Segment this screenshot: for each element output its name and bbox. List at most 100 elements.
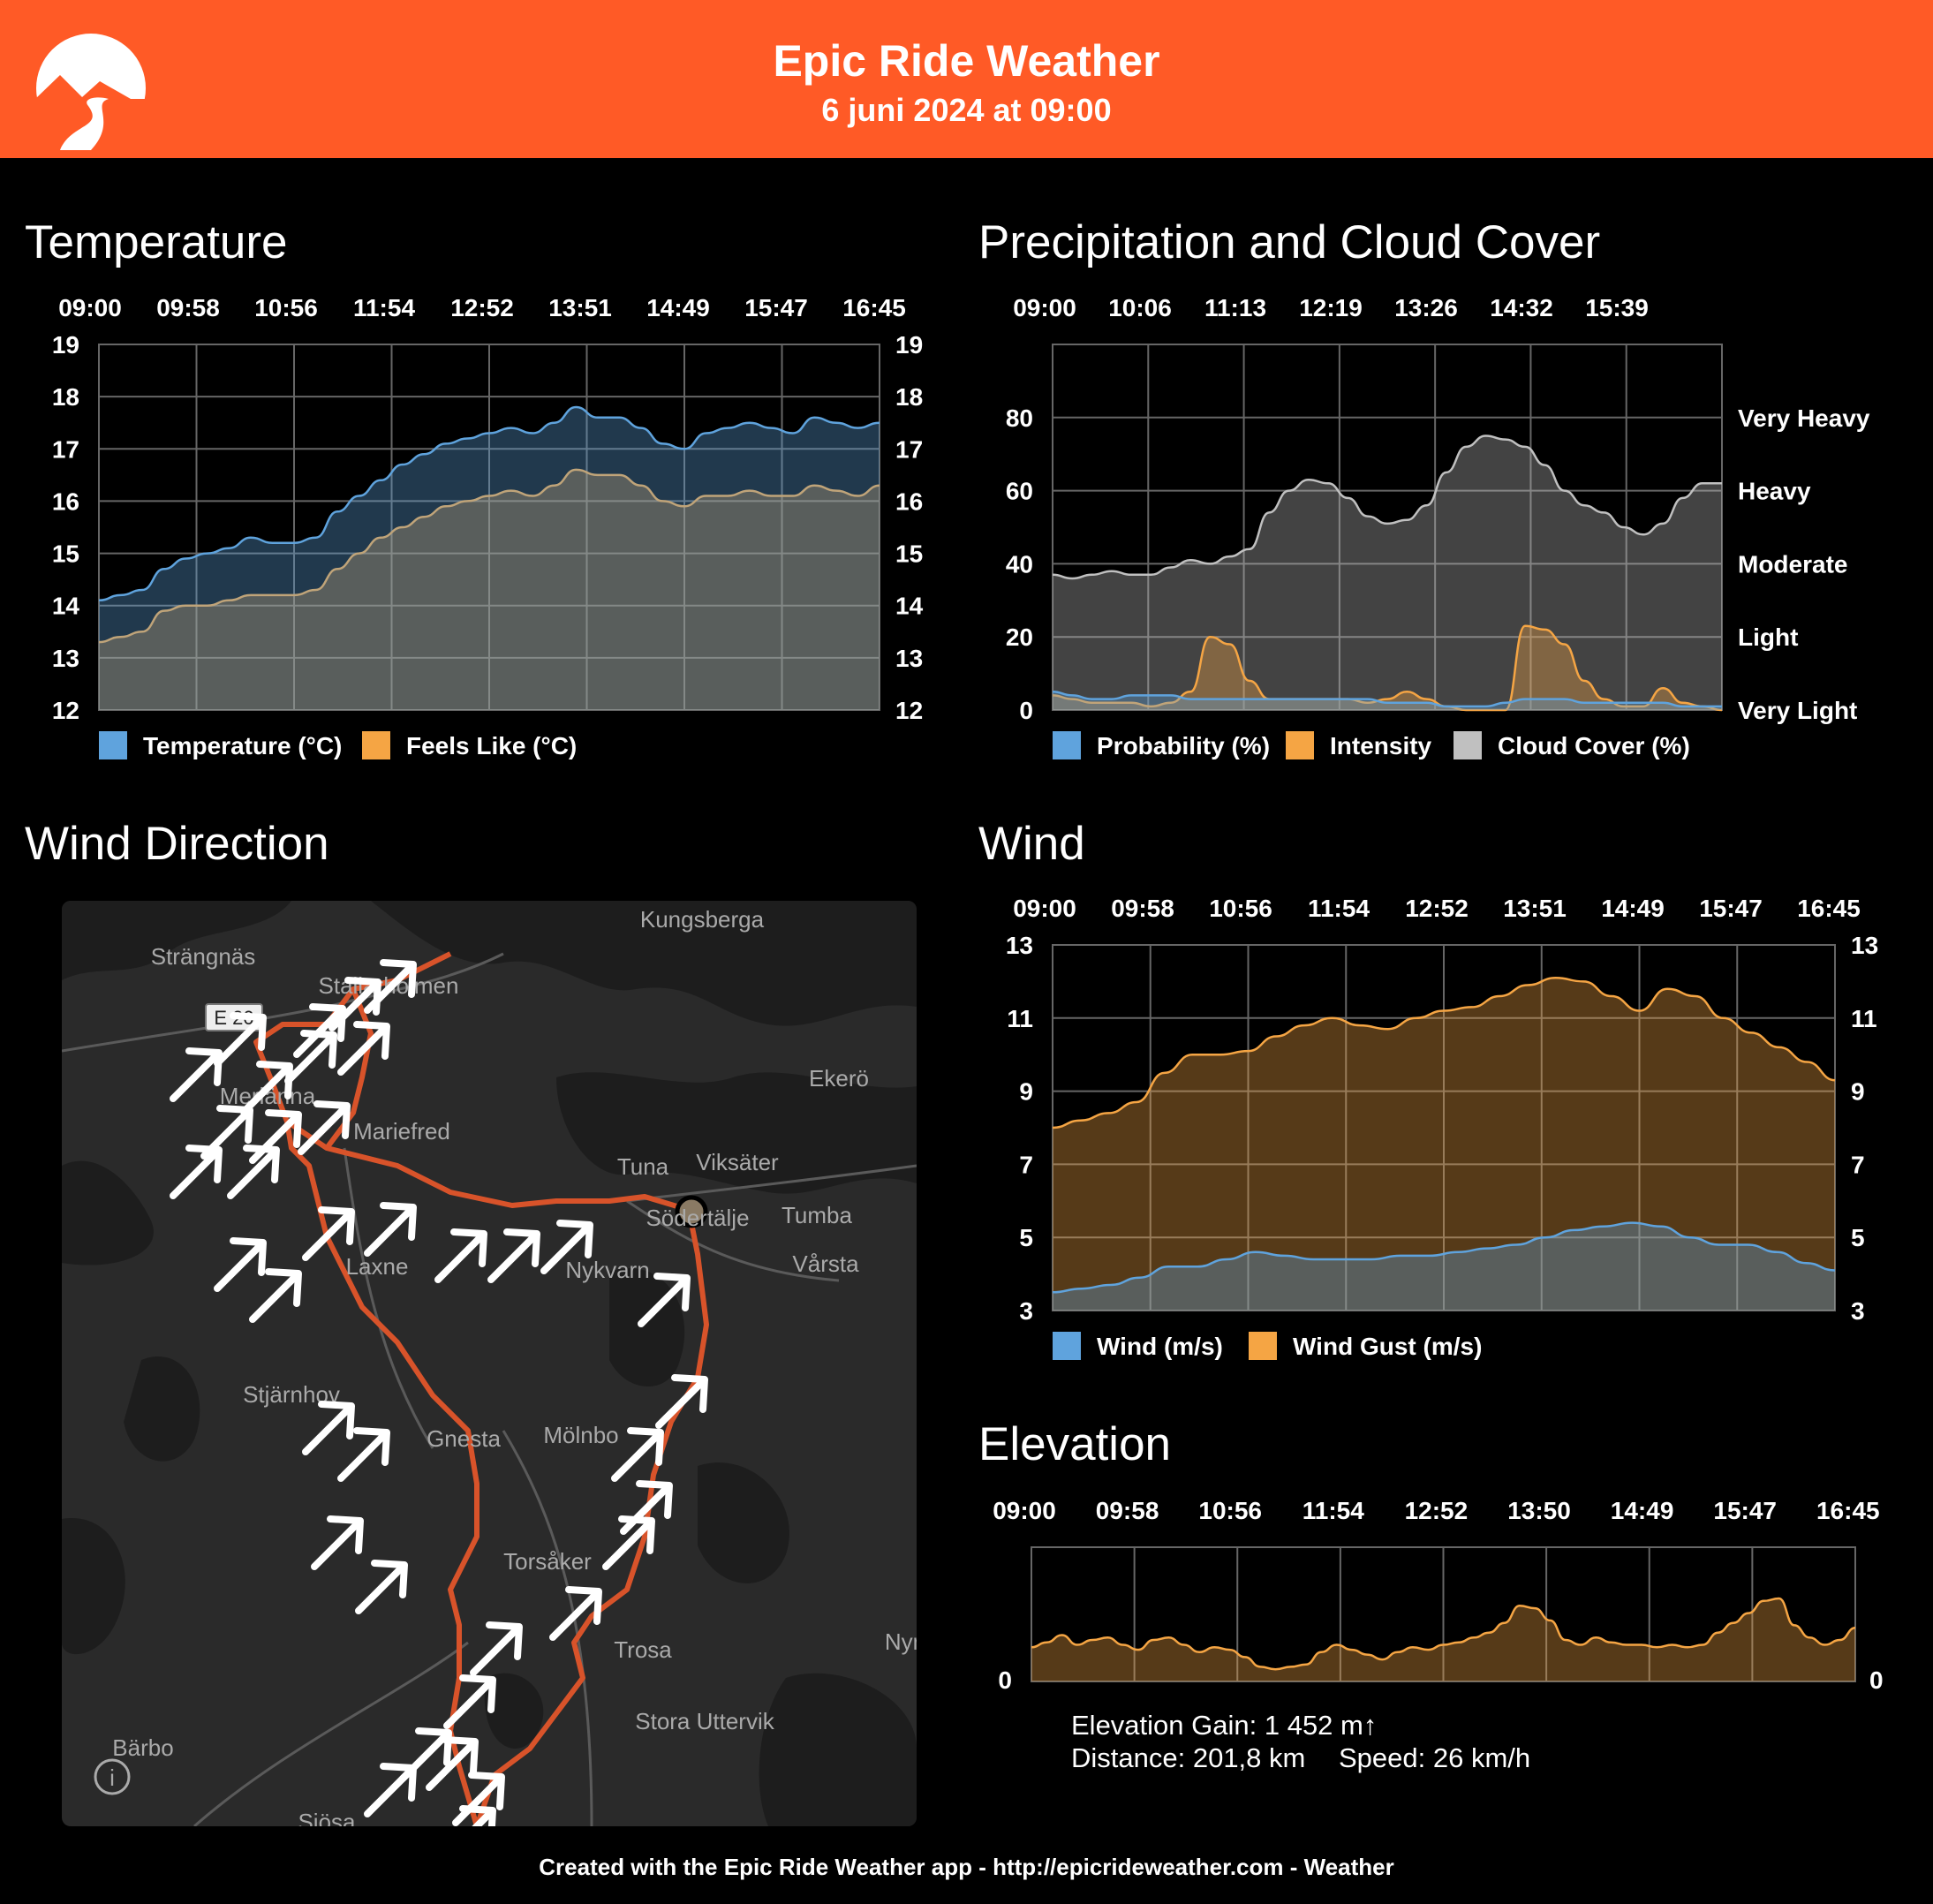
- legend-swatch: [1286, 731, 1314, 759]
- series-area-wind-m-s-: [1053, 1222, 1835, 1311]
- y-tick-label: 20: [1006, 623, 1033, 651]
- legend-swatch: [99, 731, 127, 759]
- x-tick-label: 13:51: [1503, 895, 1567, 922]
- y-tick-label-right: 0: [1869, 1666, 1884, 1694]
- wind-arrow-shaft: [602, 1521, 652, 1570]
- wind-arrow-head: [185, 1047, 223, 1086]
- x-tick-label: 09:00: [1013, 895, 1076, 922]
- x-tick-label: 16:45: [1797, 895, 1861, 922]
- y-tick-label: 40: [1006, 550, 1033, 578]
- map-place-label: Sjösa: [298, 1809, 356, 1826]
- series-line-temperature-c-: [98, 405, 880, 602]
- y-tick-label: 17: [52, 435, 79, 463]
- map-wind-arrows: [170, 959, 708, 1826]
- y-tick-label: 7: [1019, 1151, 1033, 1178]
- wind-arrow-head: [185, 1145, 223, 1183]
- y-tick-label: 18: [52, 383, 79, 411]
- x-tick-label: 13:26: [1394, 294, 1458, 321]
- legend-swatch: [1249, 1332, 1277, 1360]
- wind-arrow-head: [371, 1560, 408, 1598]
- wind-arrow-shaft: [434, 1234, 484, 1283]
- series-line-elevation: [1031, 1597, 1856, 1671]
- series-line-wind-m-s-: [1052, 1221, 1836, 1294]
- wind-arrow-head: [636, 1480, 673, 1519]
- map-place-label: Kungsberga: [640, 906, 765, 933]
- legend-swatch: [1053, 731, 1081, 759]
- wind-arrow-head: [380, 959, 417, 998]
- y-tick-label-right: 17: [895, 435, 923, 463]
- y-tick-label-right: 7: [1851, 1151, 1865, 1178]
- wind-arrow-head: [450, 1228, 487, 1267]
- y-tick-label: 3: [1019, 1297, 1033, 1325]
- legend-swatch: [1053, 1332, 1081, 1360]
- wind-arrow-head: [442, 1736, 479, 1775]
- series-area-intensity: [1053, 625, 1722, 710]
- y-tick-label: 0: [1019, 697, 1033, 724]
- x-tick-label: 15:47: [1699, 895, 1763, 922]
- map-place-label: Torsåker: [503, 1548, 592, 1575]
- x-tick-label: 13:50: [1507, 1497, 1571, 1524]
- x-tick-label: 12:52: [450, 294, 514, 321]
- map-place-label: Tuna: [617, 1153, 669, 1180]
- wind-chart: 09:00 09:58 10:56 11:54 12:52 13:51 14:49 15:47…: [1006, 895, 1878, 1360]
- y-tick-label-right: 15: [895, 540, 923, 568]
- map-place-label: Laxne: [346, 1253, 409, 1280]
- wind-arrow-head: [256, 1061, 293, 1099]
- wind-arrow-head: [653, 1273, 691, 1311]
- wind-arrow-head: [318, 1401, 355, 1439]
- wind-arrow-shaft: [311, 1521, 360, 1570]
- map-place-label: Gnesta: [427, 1425, 501, 1452]
- wind-arrow-shaft: [452, 1777, 502, 1826]
- intensity-scale-label: Heavy: [1738, 478, 1811, 505]
- x-tick-label: 11:13: [1204, 294, 1266, 321]
- x-tick-label: 14:32: [1490, 294, 1553, 321]
- map-place-label: Södertälje: [646, 1205, 749, 1231]
- temperature-chart: 09:00 09:58 10:56 11:54 12:52 13:51 14:49 15:47…: [52, 294, 924, 759]
- y-tick-label: 15: [52, 540, 79, 568]
- wind-direction-map[interactable]: i KungsbergaSträngnäsStallarholmenE 20Ek…: [62, 901, 917, 1826]
- y-tick-label: 13: [1006, 932, 1033, 959]
- x-tick-label: 09:58: [1096, 1497, 1159, 1524]
- legend-label: Probability (%): [1097, 732, 1270, 759]
- precipitation-chart: 09:00 10:06 11:13 12:19 13:26 14:32 15:39 0 20 40…: [1006, 294, 1870, 759]
- map-place-label: Viksäter: [696, 1149, 779, 1175]
- wind-arrow-shaft: [364, 1207, 413, 1257]
- map-place-labels: KungsbergaSträngnäsStallarholmenE 20Eker…: [112, 906, 917, 1826]
- series-line-probability-: [1052, 691, 1722, 708]
- map-info-icon[interactable]: i: [94, 1758, 131, 1795]
- wind-arrow-head: [230, 1012, 267, 1051]
- wind-arrow-shaft: [214, 1243, 263, 1292]
- y-tick-label-right: 3: [1851, 1297, 1865, 1325]
- y-tick-label-right: 12: [895, 697, 923, 724]
- x-tick-label: 14:49: [646, 294, 710, 321]
- y-tick-label-right: 13: [1851, 932, 1878, 959]
- wind-arrow-shaft: [472, 1810, 493, 1826]
- x-tick-label: 14:49: [1601, 895, 1665, 922]
- wind-arrow-shaft: [638, 1278, 687, 1327]
- map-place-label: Nyn: [885, 1628, 917, 1655]
- wind-title: Wind: [978, 818, 1085, 870]
- wind-arrow-head: [353, 1427, 390, 1466]
- wind-arrow-head: [313, 1100, 351, 1139]
- wind-direction-title: Wind Direction: [25, 818, 329, 870]
- x-tick-label: 09:00: [993, 1497, 1056, 1524]
- intensity-scale-label: Very Light: [1738, 697, 1857, 724]
- x-tick-label: 09:58: [156, 294, 220, 321]
- series-line-intensity: [1052, 624, 1723, 712]
- y-tick-label: 16: [52, 487, 79, 515]
- wind-arrow-head: [216, 1105, 253, 1144]
- intensity-scale-label: Moderate: [1738, 550, 1847, 578]
- wind-arrow-head: [503, 1228, 540, 1267]
- map-place-label: Ekerö: [809, 1065, 869, 1092]
- route-speed: Speed: 26 km/h: [1339, 1742, 1531, 1773]
- wind-arrow-head: [627, 1427, 664, 1466]
- map-place-label: Strängnäs: [151, 943, 256, 970]
- legend-swatch: [362, 731, 390, 759]
- x-tick-label: 10:56: [1198, 1497, 1262, 1524]
- y-tick-label: 14: [52, 593, 80, 620]
- x-tick-label: 12:52: [1405, 895, 1469, 922]
- wind-arrow-head: [468, 1772, 505, 1810]
- wind-arrow-shaft: [170, 1150, 219, 1199]
- wind-arrow-shaft: [249, 1273, 298, 1323]
- x-tick-label: 10:56: [254, 294, 318, 321]
